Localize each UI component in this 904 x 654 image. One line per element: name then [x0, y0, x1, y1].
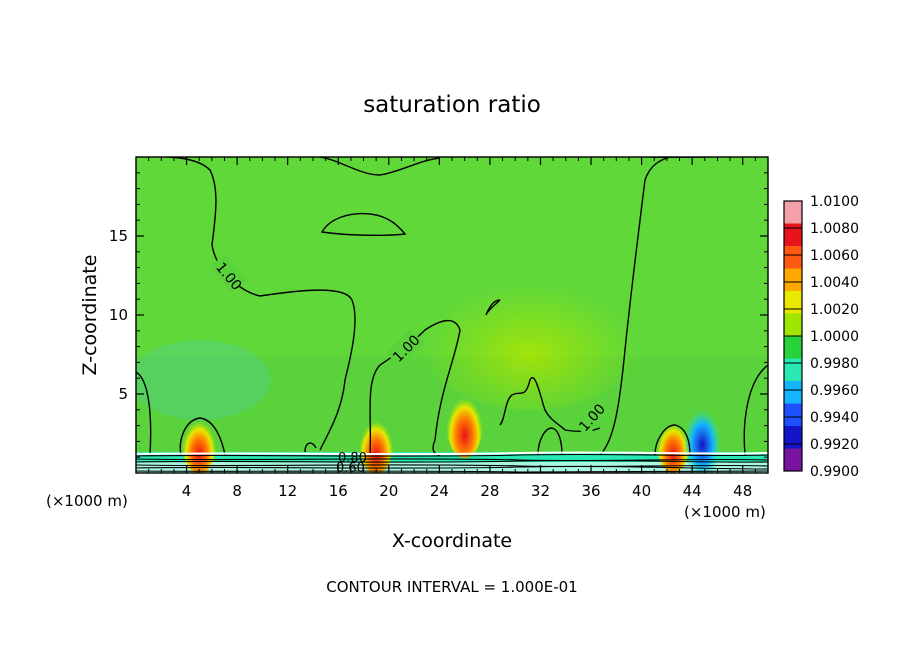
surface-edge	[136, 451, 768, 456]
x-unit-right: (×1000 m)	[684, 503, 766, 521]
contour-line	[179, 417, 226, 456]
colorbar-swatch	[784, 403, 802, 427]
x-tick-label: 36	[581, 482, 600, 500]
colorbar-swatch	[784, 246, 802, 269]
x-tick-label: 8	[232, 482, 242, 500]
heatmap-cell	[684, 409, 721, 473]
x-axis: 4 8 12 16 20 24 28 32 36 40 44 48	[148, 157, 756, 500]
colorbar-label: 0.9960	[810, 383, 859, 399]
chart-title: saturation ratio	[363, 92, 541, 118]
contour-line	[654, 424, 691, 456]
colorbar-swatch	[784, 268, 802, 292]
contour-interval-note: CONTOUR INTERVAL = 1.000E-01	[326, 578, 577, 596]
contour-line	[537, 427, 563, 456]
colorbar-label: 0.9940	[810, 410, 859, 426]
y-tick-label: 15	[109, 227, 128, 245]
colorbar-swatch	[784, 291, 802, 314]
colorbar-swatch	[784, 201, 802, 224]
colorbar-label: 1.0080	[810, 221, 859, 237]
heatmap-cell	[445, 382, 484, 458]
contour-line	[136, 157, 768, 456]
contour-line	[320, 212, 407, 237]
heatmap-warm-region	[420, 270, 640, 410]
colorbar-swatch	[784, 426, 802, 449]
colorbar-label: 1.0020	[810, 302, 859, 318]
colorbar-label: 1.0100	[810, 194, 859, 210]
x-tick-label: 44	[683, 482, 702, 500]
colorbar-label: 1.0000	[810, 329, 859, 345]
x-tick-label: 40	[632, 482, 651, 500]
contour-line	[304, 442, 317, 453]
y-tick-label: 5	[118, 385, 128, 403]
x-tick-label: 12	[278, 482, 297, 500]
contour-label: 0.60	[336, 461, 365, 476]
colorbar-swatch	[784, 381, 802, 404]
y-tick-label: 10	[109, 306, 128, 324]
surface-contours	[136, 453, 768, 473]
colorbar-swatch	[784, 336, 802, 359]
colorbar-label: 0.9920	[810, 437, 859, 453]
x-tick-label: 48	[733, 482, 752, 500]
y-axis: 5 10 15	[109, 172, 768, 458]
x-tick-label: 16	[329, 482, 348, 500]
contour-label: 0.80	[338, 451, 367, 466]
colorbar-label: 1.0040	[810, 275, 859, 291]
colorbar-swatch	[784, 223, 802, 247]
x-axis-label: X-coordinate	[392, 530, 512, 552]
heatmap-field	[136, 157, 768, 473]
contour-label-bg	[385, 328, 425, 368]
contour-label-bg	[209, 254, 247, 293]
x-unit-left: (×1000 m)	[46, 492, 128, 510]
contour-line	[743, 364, 768, 456]
heatmap-cell	[181, 407, 217, 473]
colorbar-label: 0.9900	[810, 464, 859, 480]
colorbar-swatch	[784, 358, 802, 382]
colorbar: 1.0100 1.0080 1.0060 1.0040 1.0020 1.0000 0.99…	[783, 194, 859, 480]
heatmap-features	[181, 382, 721, 473]
colorbar-swatch	[784, 448, 802, 472]
x-tick-label: 32	[531, 482, 550, 500]
heatmap-cell	[358, 407, 394, 473]
heatmap-cool-region	[136, 340, 270, 420]
y-axis-label: Z-coordinate	[79, 255, 101, 376]
x-tick-label: 28	[480, 482, 499, 500]
colorbar-swatch	[784, 313, 802, 337]
colorbar-label: 1.0060	[810, 248, 859, 264]
x-tick-label: 20	[379, 482, 398, 500]
contour-label-bg	[571, 397, 610, 437]
x-tick-label: 4	[182, 482, 192, 500]
x-tick-label: 24	[430, 482, 449, 500]
heatmap-cell	[656, 410, 691, 473]
colorbar-label: 0.9980	[810, 356, 859, 372]
